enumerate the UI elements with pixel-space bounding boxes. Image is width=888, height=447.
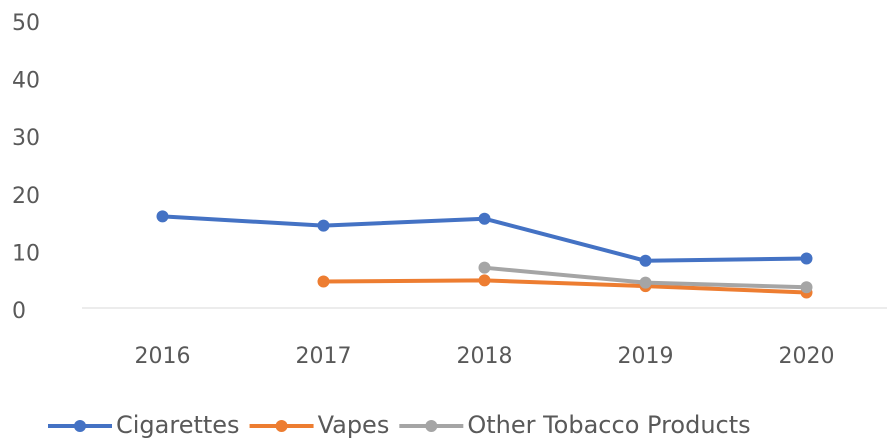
marker [156, 210, 169, 223]
marker [639, 276, 652, 289]
y-tick-label: 40 [12, 69, 40, 94]
x-tick-label: 2017 [296, 344, 352, 369]
y-tick-label: 0 [12, 299, 26, 324]
marker [800, 252, 813, 265]
y-tick-label: 20 [12, 184, 40, 209]
legend-marker [275, 420, 288, 432]
marker [478, 274, 491, 287]
legend-marker [74, 420, 86, 432]
x-tick-label: 2018 [457, 344, 513, 369]
legend-label: Other Tobacco Products [467, 411, 750, 439]
x-tick-label: 2016 [135, 344, 191, 369]
y-tick-label: 30 [12, 126, 40, 151]
y-tick-label: 10 [12, 241, 40, 266]
series-line [323, 278, 807, 295]
marker [317, 275, 330, 288]
marker [639, 254, 652, 267]
marker [478, 261, 491, 274]
x-tick-label: 2020 [779, 344, 835, 369]
legend-label: Cigarettes [116, 411, 240, 439]
x-tick-label: 2019 [618, 344, 674, 369]
marker [800, 281, 813, 294]
marker [478, 212, 491, 225]
legend-marker [425, 420, 438, 432]
legend-label: Vapes [318, 411, 390, 439]
marker [317, 219, 330, 232]
y-tick-label: 50 [12, 11, 40, 36]
